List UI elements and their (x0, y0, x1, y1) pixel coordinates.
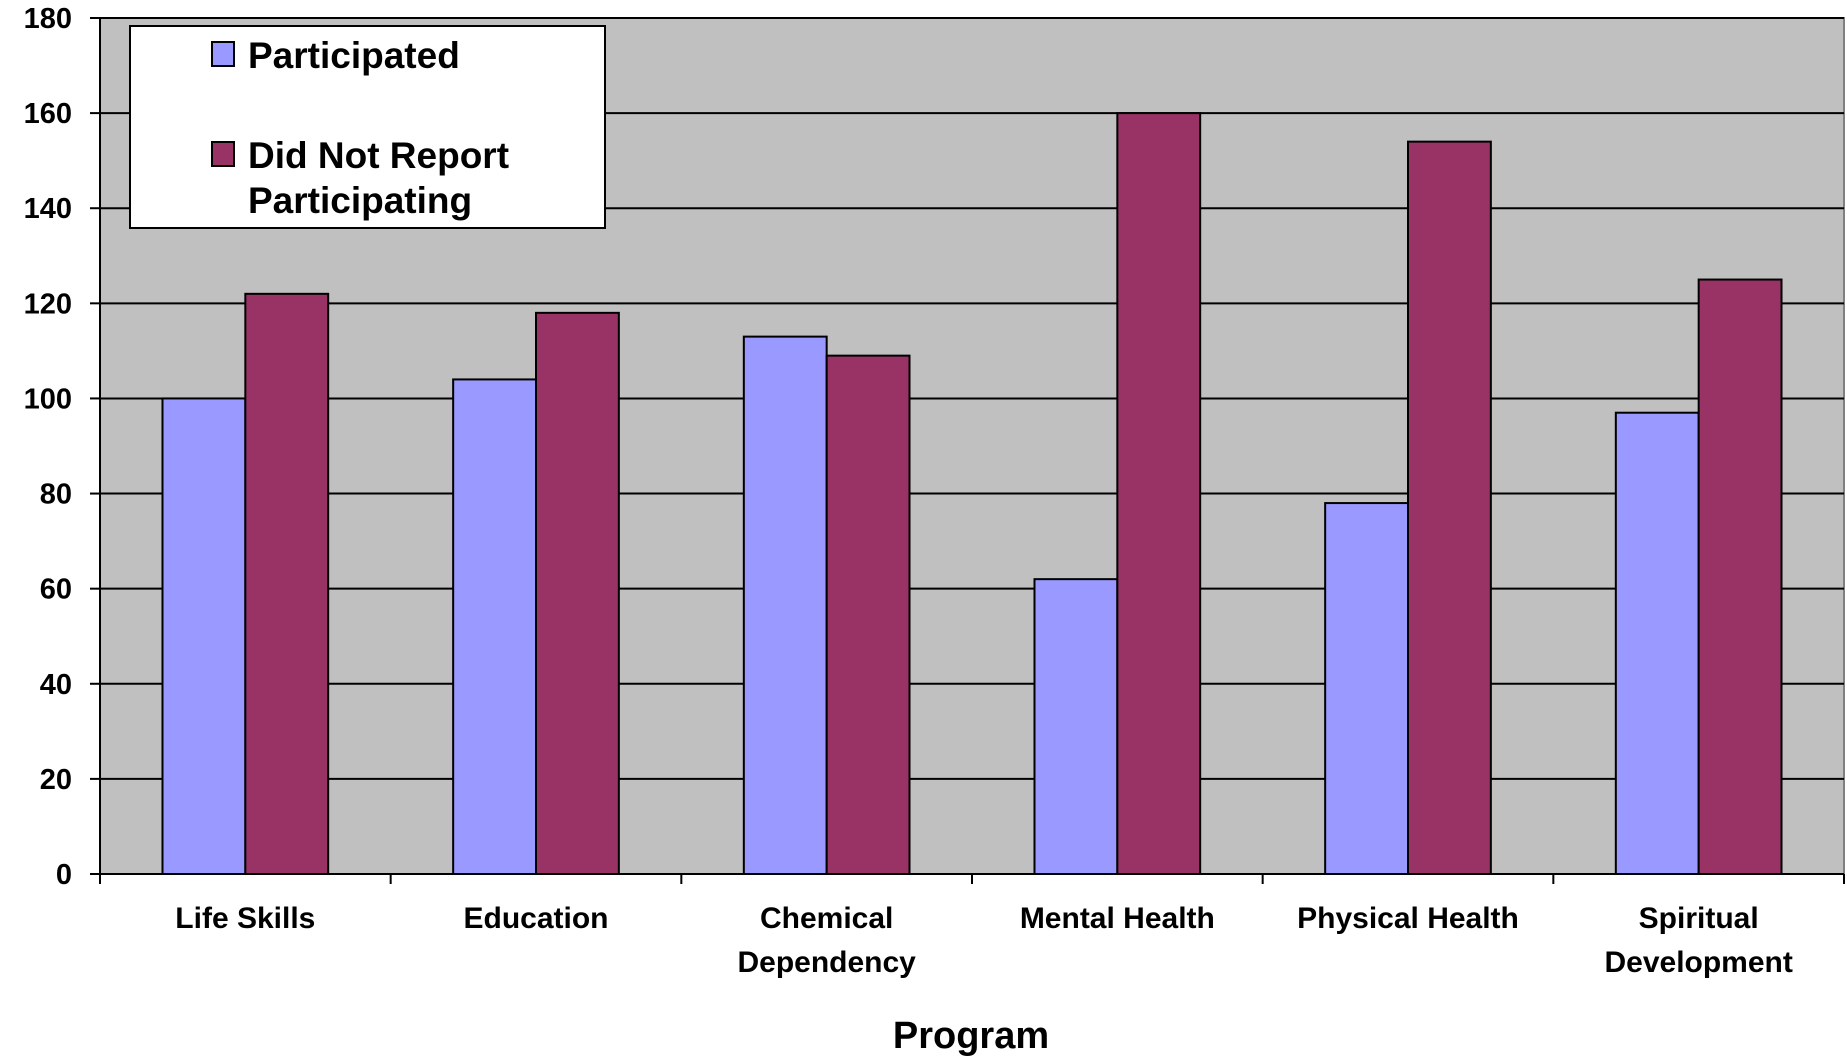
legend-swatch (212, 142, 234, 166)
x-tick-label: Chemical Dependency (737, 902, 916, 979)
y-tick-label: 100 (24, 383, 72, 415)
y-tick-label: 0 (56, 859, 72, 891)
legend-swatch (212, 42, 234, 66)
x-axis-title: Program (893, 1015, 1049, 1057)
y-tick-label: 20 (40, 764, 72, 796)
bar-participated (744, 337, 827, 874)
bar-participated (453, 379, 536, 874)
bar-did-not-report (1699, 280, 1782, 874)
x-tick-label: Education (463, 902, 608, 935)
bar-did-not-report (827, 356, 910, 874)
bar-participated (1034, 579, 1117, 874)
bar-did-not-report (245, 294, 328, 874)
legend-label: Participated (248, 35, 460, 76)
bar-did-not-report (536, 313, 619, 874)
y-tick-label: 40 (40, 669, 72, 701)
y-tick-label: 120 (24, 288, 72, 320)
bar-did-not-report (1117, 113, 1200, 874)
bar-participated (162, 398, 245, 874)
y-tick-label: 80 (40, 479, 72, 511)
y-tick-label: 160 (24, 98, 72, 130)
x-tick-label: Mental Health (1020, 902, 1215, 935)
x-tick-label: Physical Health (1297, 902, 1519, 935)
x-tick-label: Spiritual Development (1604, 902, 1792, 979)
bar-participated (1325, 503, 1408, 874)
y-tick-label: 60 (40, 574, 72, 606)
y-tick-label: 180 (24, 3, 72, 35)
bar-participated (1616, 413, 1699, 874)
bar-did-not-report (1408, 142, 1491, 874)
y-tick-label: 140 (24, 193, 72, 225)
x-tick-label: Life Skills (175, 902, 315, 935)
